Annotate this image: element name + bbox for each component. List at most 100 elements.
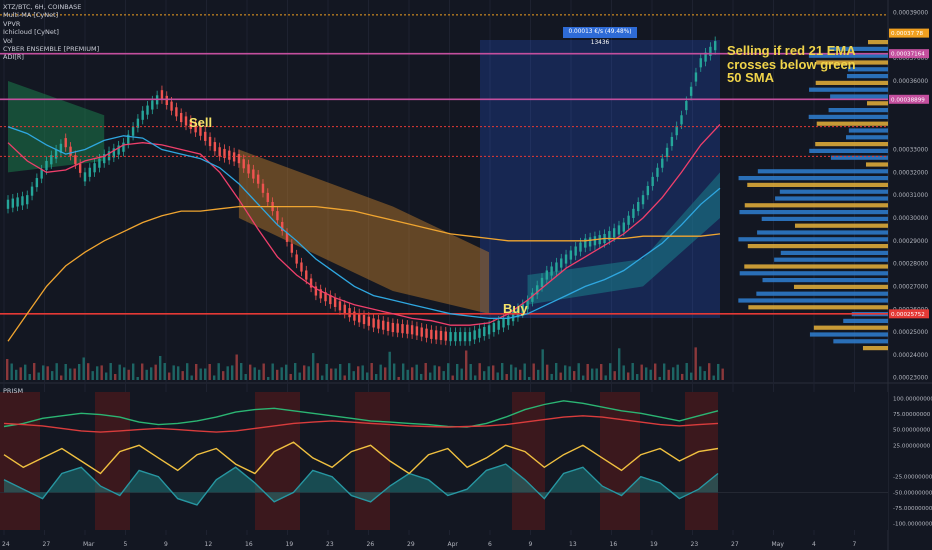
vpvr-bar	[738, 176, 888, 181]
y-tick-label: 0.00023000	[893, 376, 928, 382]
volume-bar	[654, 363, 657, 380]
prism-y-tick-label: 25.00000000	[893, 443, 931, 449]
vpvr-bar	[780, 250, 888, 255]
annotation-text: Selling if red 21 EMA crosses below gree…	[727, 43, 856, 85]
volume-bar	[708, 363, 711, 380]
volume-bar	[442, 371, 445, 380]
volume-bar	[19, 367, 22, 380]
volume-bar	[172, 365, 175, 380]
candle-body	[290, 243, 294, 253]
candle-body	[309, 278, 313, 288]
volume-bar	[55, 363, 58, 380]
x-tick-label: 5	[124, 541, 128, 548]
volume-bar	[699, 366, 702, 380]
candle-body	[680, 115, 683, 125]
measure-tool-box[interactable]: 0.00013 €/s (49.48%) 13436	[563, 27, 637, 46]
volume-bar	[15, 369, 18, 380]
volume-bar	[492, 365, 495, 380]
candle-body	[560, 258, 563, 268]
volume-bar	[294, 363, 297, 380]
price-tag-label: 0.00025752	[891, 312, 925, 318]
prism-shading-band	[0, 392, 40, 530]
vpvr-bar	[809, 332, 888, 337]
volume-bar	[145, 369, 148, 380]
vpvr-bar	[815, 142, 888, 147]
candle-body	[545, 270, 549, 280]
volume-bar	[348, 363, 351, 380]
volume-bar	[397, 376, 400, 380]
x-tick-label: 23	[326, 541, 334, 548]
candle-body	[184, 116, 188, 126]
candle-body	[348, 308, 351, 318]
candle-body	[21, 196, 24, 206]
x-tick-label: 24	[2, 541, 10, 548]
vpvr-bar	[830, 155, 888, 160]
candle-body	[550, 266, 553, 276]
vpvr-bar	[747, 182, 888, 187]
candle-body	[685, 101, 688, 111]
volume-bar	[177, 366, 180, 380]
candle-body	[261, 183, 265, 193]
candle-body	[69, 146, 72, 156]
legend-line: CYBER ENSEMBLE [PREMIUM]	[3, 45, 100, 54]
vpvr-bar	[816, 60, 888, 65]
candle-body	[59, 143, 63, 153]
candle-body	[608, 231, 611, 241]
volume-bar	[636, 374, 639, 380]
volume-bar	[514, 367, 517, 380]
candle-body	[372, 318, 375, 328]
candle-body	[35, 178, 39, 188]
vpvr-bar	[868, 40, 888, 45]
prism-y-tick-label: -75.00000000	[893, 506, 932, 512]
candle-body	[160, 90, 164, 100]
candle-body	[74, 155, 77, 165]
ma-line	[7, 205, 721, 342]
legend-line: VPVR	[3, 19, 21, 28]
volume-bar	[519, 369, 522, 380]
volume-bar	[631, 363, 634, 380]
x-tick-label: 19	[650, 541, 658, 548]
candle-body	[665, 147, 669, 157]
volume-bar	[388, 351, 391, 380]
volume-bar	[420, 373, 423, 380]
candle-body	[555, 262, 558, 272]
volume-bar	[541, 349, 544, 380]
candle-body	[622, 222, 625, 232]
candle-body	[295, 254, 298, 264]
volume-bar	[366, 372, 369, 380]
candle-body	[131, 126, 135, 136]
volume-bar	[141, 363, 144, 380]
volume-bar	[78, 363, 81, 380]
candle-body	[593, 236, 597, 246]
volume-bar	[573, 371, 576, 380]
volume-bar	[550, 373, 553, 380]
volume-bar	[37, 372, 40, 380]
vpvr-bar	[848, 128, 888, 133]
y-tick-label: 0.00029000	[893, 239, 928, 245]
legend-line: ADI[R]	[3, 53, 24, 62]
vpvr-bar	[816, 121, 888, 126]
volume-bar	[618, 348, 621, 380]
volume-bar	[190, 375, 193, 380]
y-tick-label: 0.00033000	[893, 147, 928, 153]
volume-bar	[312, 353, 315, 380]
candle-body	[213, 142, 217, 152]
y-tick-label: 0.00025000	[893, 330, 928, 336]
volume-bar	[235, 354, 238, 380]
volume-bar	[591, 368, 594, 380]
y-tick-label: 0.00030000	[893, 216, 928, 222]
vpvr-bar	[847, 67, 888, 72]
candle-body	[319, 289, 322, 299]
vpvr-bar	[833, 339, 888, 344]
candle-body	[232, 152, 236, 162]
volume-bar	[289, 373, 292, 380]
ma-line	[7, 123, 721, 326]
volume-bar	[339, 364, 342, 380]
volume-bar	[703, 371, 706, 380]
volume-bar	[127, 369, 130, 380]
candle-body	[112, 148, 116, 158]
candle-body	[208, 136, 212, 147]
volume-bar	[411, 367, 414, 380]
candle-body	[612, 228, 616, 238]
